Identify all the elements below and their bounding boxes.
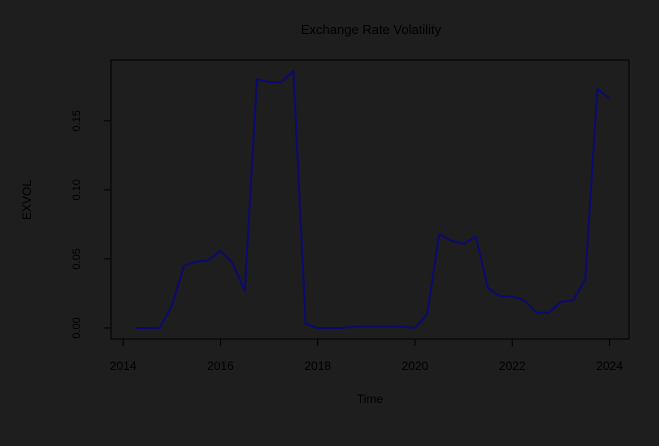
x-tick-label: 2016: [207, 359, 234, 373]
x-tick-label: 2018: [304, 359, 331, 373]
chart-title: Exchange Rate Volatility: [301, 22, 442, 37]
x-tick-label: 2024: [596, 359, 623, 373]
y-tick-label: 0.05: [71, 248, 83, 269]
plot-frame: [110, 59, 630, 340]
y-tick-label: 0.00: [71, 317, 83, 338]
series-layer: [135, 70, 611, 329]
x-tick-label: 2020: [402, 359, 429, 373]
x-tick-label: 2014: [110, 359, 137, 373]
series-line: [135, 70, 611, 329]
x-axis-label: Time: [357, 392, 384, 406]
y-tick-label: 0.10: [71, 179, 83, 200]
x-axis: 2014 2016 2018 2020 2022 2024: [110, 338, 623, 373]
y-tick-label: 0.15: [71, 110, 83, 131]
y-axis: 0.00 0.05 0.10 0.15: [71, 110, 112, 339]
y-axis-label: EXVOL: [20, 180, 34, 220]
x-tick-label: 2022: [499, 359, 526, 373]
